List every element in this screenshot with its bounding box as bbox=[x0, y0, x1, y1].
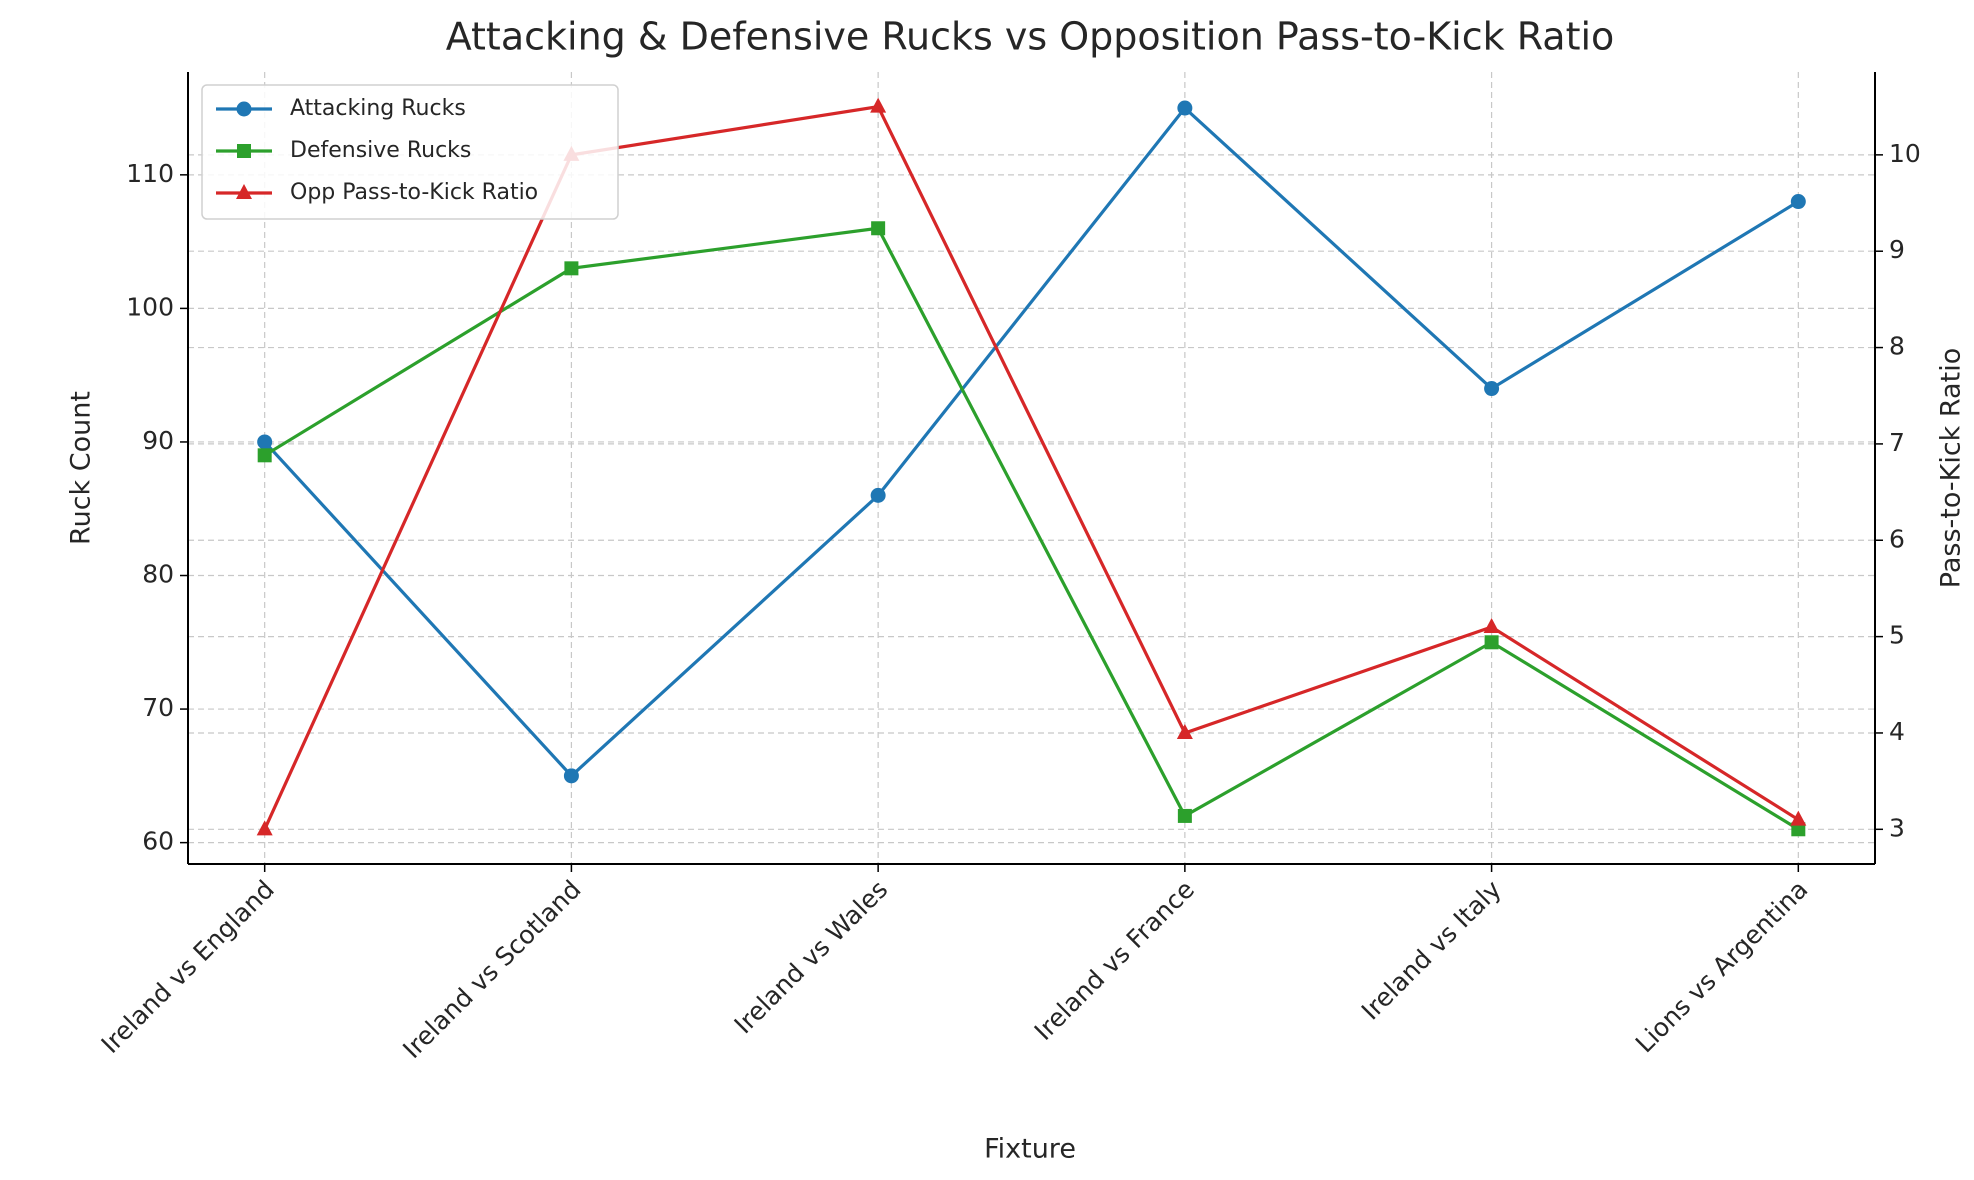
marker bbox=[1791, 822, 1806, 837]
marker bbox=[1176, 723, 1193, 739]
y2-tick-label: 5 bbox=[1889, 621, 1905, 650]
marker bbox=[564, 261, 579, 276]
legend-label: Opp Pass-to-Kick Ratio bbox=[290, 180, 538, 205]
legend-label: Defensive Rucks bbox=[290, 138, 471, 163]
marker bbox=[1790, 194, 1806, 210]
marker bbox=[1484, 381, 1500, 397]
y-tick-label: 100 bbox=[126, 292, 174, 321]
legend-label: Attacking Rucks bbox=[290, 96, 466, 121]
marker bbox=[1790, 810, 1807, 826]
marker bbox=[257, 448, 272, 463]
marker bbox=[871, 221, 886, 236]
marker bbox=[870, 487, 886, 503]
x-tick-label: Ireland vs France bbox=[1029, 875, 1200, 1046]
marker bbox=[1483, 617, 1500, 633]
marker bbox=[870, 97, 887, 113]
y-tick-label: 60 bbox=[142, 827, 174, 856]
x-tick-label: Ireland vs England bbox=[96, 875, 280, 1059]
y2-tick-label: 7 bbox=[1889, 428, 1905, 457]
x-tick-label: Ireland vs Wales bbox=[729, 875, 894, 1040]
marker bbox=[1484, 635, 1499, 650]
series-line bbox=[263, 104, 1800, 830]
marker bbox=[1177, 100, 1193, 116]
marker bbox=[236, 184, 252, 199]
y-tick-label: 90 bbox=[142, 426, 174, 455]
series-line bbox=[263, 105, 1800, 779]
x-tick-label: Ireland vs Italy bbox=[1356, 875, 1507, 1026]
x-tick-label: Lions vs Argentina bbox=[1630, 875, 1814, 1059]
marker bbox=[256, 820, 273, 836]
legend-box bbox=[201, 84, 619, 220]
marker bbox=[563, 768, 579, 784]
y2-tick-label: 9 bbox=[1889, 235, 1905, 264]
y2-tick-label: 6 bbox=[1889, 524, 1905, 553]
y-tick-label: 110 bbox=[126, 159, 174, 188]
y2-tick-label: 4 bbox=[1889, 717, 1905, 746]
y-tick-label: 70 bbox=[142, 693, 174, 722]
y-axis-label: Ruck Count bbox=[66, 391, 97, 545]
marker bbox=[1177, 808, 1192, 823]
y2-tick-label: 3 bbox=[1889, 813, 1905, 842]
x-axis-label: Fixture bbox=[984, 1134, 1076, 1165]
chart-title: Attacking & Defensive Rucks vs Oppositio… bbox=[446, 15, 1615, 59]
marker bbox=[236, 101, 252, 117]
y-tick-label: 80 bbox=[142, 560, 174, 589]
marker bbox=[237, 144, 251, 158]
series-line bbox=[263, 226, 1800, 831]
marker bbox=[257, 434, 273, 450]
y2-tick-label: 8 bbox=[1889, 332, 1905, 361]
y2-axis-label: Pass-to-Kick Ratio bbox=[1936, 348, 1967, 588]
y2-tick-label: 10 bbox=[1889, 139, 1921, 168]
x-tick-label: Ireland vs Scotland bbox=[397, 875, 586, 1064]
